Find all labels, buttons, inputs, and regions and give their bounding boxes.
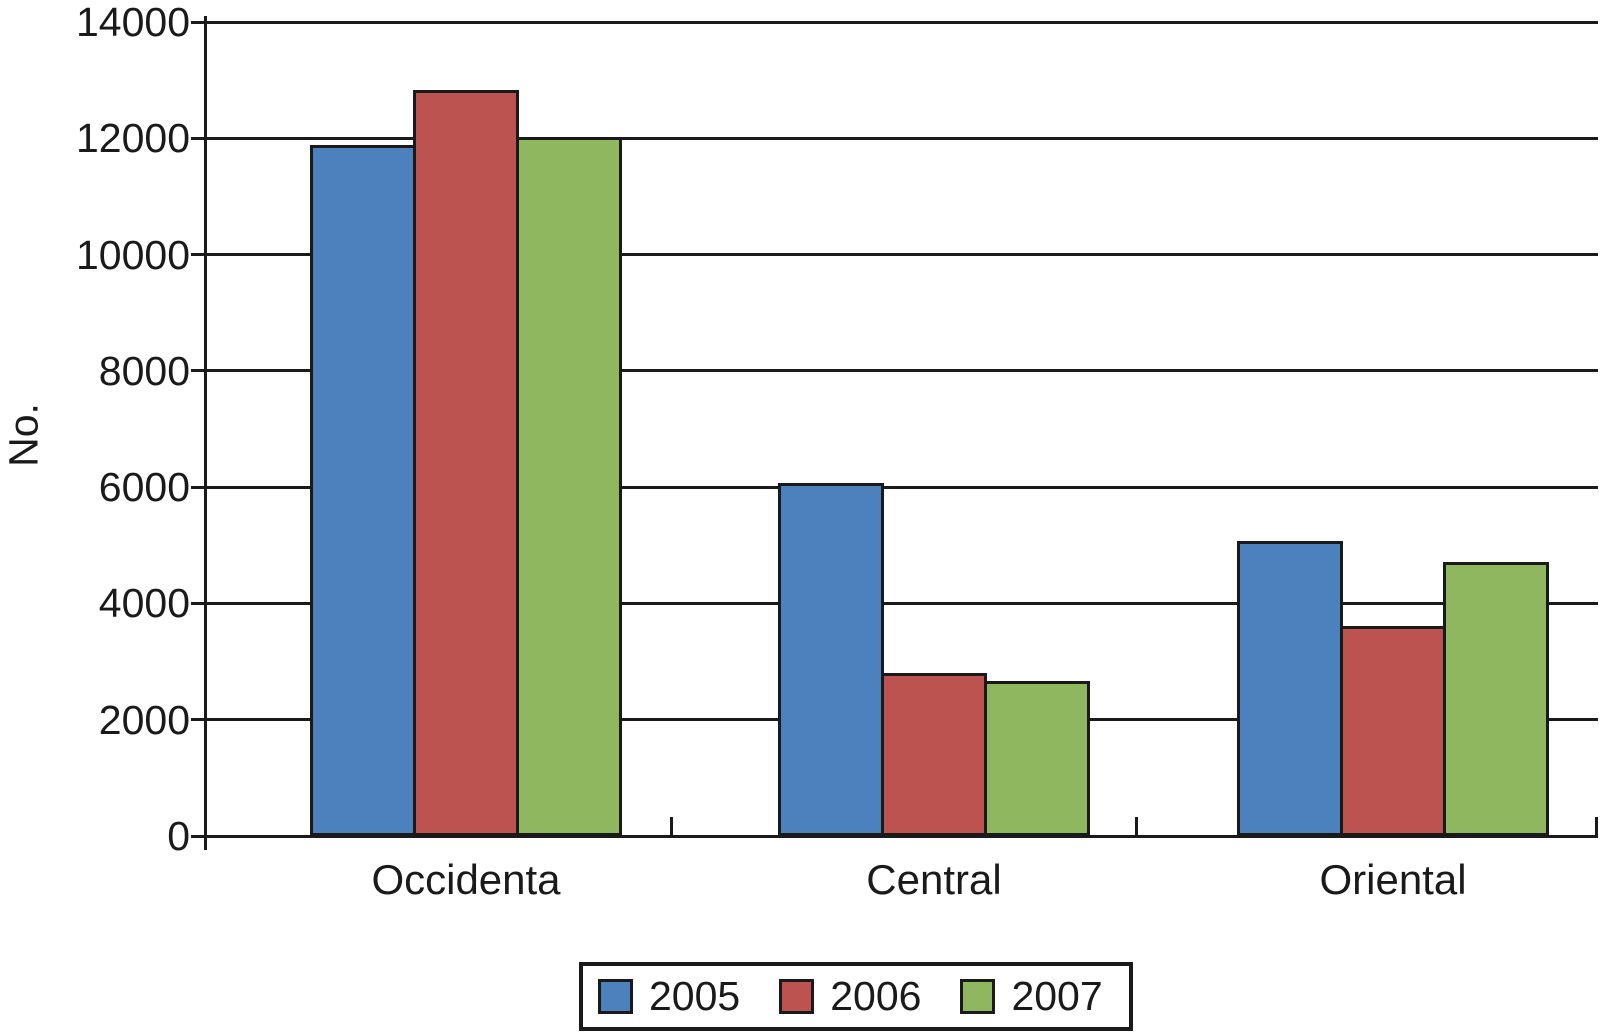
gridline [191,601,1598,605]
y-axis-tick-label: 2000 [98,696,190,743]
legend-entry-2007: 2007 [960,973,1103,1019]
gridline [191,136,1598,140]
gridline [191,834,1598,838]
legend-label: 2005 [649,973,741,1019]
gridline [191,369,1598,373]
legend: 2005 2006 2007 [579,962,1133,1031]
x-axis-tick [1595,817,1598,836]
y-axis-tick-label: 8000 [98,347,190,394]
legend-entry-2005: 2005 [598,976,740,1017]
x-axis-tick [670,817,673,836]
bar-occidenta-2007 [516,137,622,836]
bar-oriental-2005 [1237,541,1343,836]
y-axis-tick-label: 10000 [75,231,190,278]
y-axis-tick-label: 12000 [75,115,190,162]
bar-central-2007 [984,681,1090,836]
bar-oriental-2007 [1443,562,1549,836]
bar-oriental-2006 [1340,626,1446,836]
bar-occidenta-2005 [310,145,416,836]
gridline [191,253,1598,257]
legend-swatch [598,979,633,1014]
y-axis-line [204,16,207,850]
x-axis-category-label: Occidenta [371,856,561,903]
legend-entry-2006: 2006 [779,976,921,1017]
legend-label: 2007 [1011,973,1103,1019]
legend-label: 2006 [830,973,922,1019]
bar-central-2006 [881,673,987,836]
bar-occidenta-2006 [413,90,519,836]
plot-area [191,16,1598,850]
legend-swatch [960,979,996,1014]
x-axis-category-label: Central [866,856,1002,903]
y-axis-tick-label: 0 [167,813,190,859]
x-axis-category-labels: Occidenta Central Oriental [205,856,1598,908]
y-axis-tick-label: 14000 [75,0,190,45]
y-axis-title: No. [0,403,47,467]
bar-central-2005 [778,483,884,836]
legend-swatch [779,979,815,1014]
x-axis-category-label: Oriental [1319,856,1467,903]
x-axis-tick [1135,817,1138,836]
gridline [191,485,1598,489]
gridline [191,20,1598,24]
y-axis-tick-label: 6000 [98,464,190,511]
y-axis-tick-label: 4000 [98,580,190,627]
